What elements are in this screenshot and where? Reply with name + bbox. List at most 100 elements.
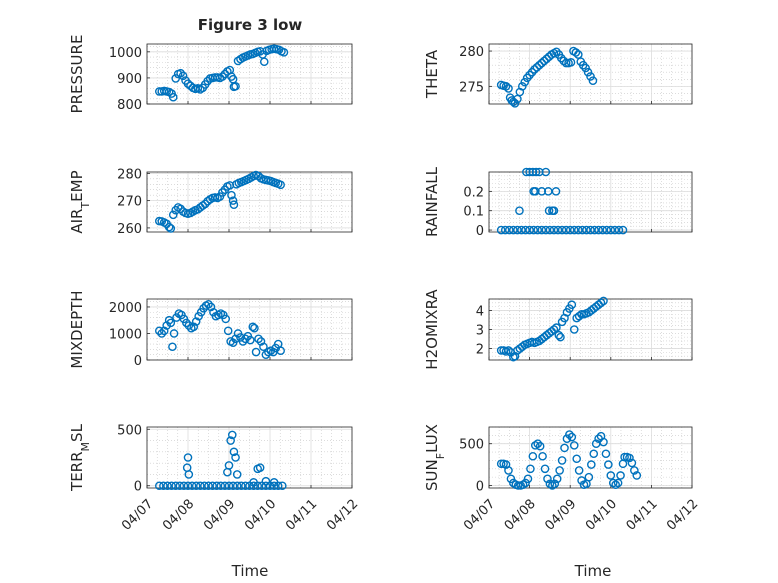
data-point: [545, 225, 555, 235]
data-point: [157, 329, 167, 338]
data-point: [220, 481, 230, 491]
data-point: [581, 63, 590, 73]
x-tick-label: 04/09: [542, 497, 579, 534]
data-point: [226, 436, 235, 445]
x-axis-label-left: Time: [231, 562, 269, 580]
data-point: [549, 325, 559, 334]
y-tick-label: 1000: [109, 327, 142, 342]
data-point: [216, 481, 226, 491]
series-points: [496, 430, 642, 490]
data-point: [539, 56, 549, 66]
data-point: [184, 321, 194, 330]
data-point: [571, 48, 581, 57]
data-point: [522, 167, 531, 177]
data-point: [521, 478, 530, 488]
data-point: [557, 225, 567, 235]
axes-box: [146, 43, 353, 105]
x-tick-label: 04/11: [283, 497, 320, 534]
data-point: [521, 225, 530, 235]
figure-title: Figure 3 low: [198, 16, 303, 34]
y-tick-label: 280: [459, 45, 484, 60]
data-point: [613, 478, 623, 488]
series-points: [154, 170, 285, 233]
data-point: [221, 314, 231, 324]
y-tick-label: 0: [476, 479, 484, 494]
data-point: [525, 225, 534, 235]
data-point: [168, 342, 177, 352]
y-tick-label: 270: [117, 195, 142, 210]
data-point: [542, 54, 551, 64]
data-point: [510, 98, 520, 108]
data-point: [254, 334, 263, 344]
data-point: [500, 225, 510, 235]
data-point: [504, 84, 513, 93]
data-point: [231, 81, 240, 91]
data-point: [540, 464, 550, 474]
data-point: [529, 225, 538, 235]
data-point: [541, 167, 551, 177]
y-axis-label: SUNFLUX: [423, 424, 447, 491]
data-point: [517, 225, 526, 235]
data-point: [182, 318, 191, 328]
data-point: [256, 337, 266, 346]
data-point: [168, 210, 178, 220]
data-point: [506, 474, 516, 484]
axes-box: [146, 171, 353, 233]
y-tick-label: 280: [117, 167, 142, 182]
data-point: [248, 322, 258, 332]
data-point: [596, 298, 606, 308]
data-point: [533, 439, 543, 449]
series-points: [496, 296, 608, 362]
data-point: [535, 441, 545, 451]
data-point: [246, 335, 255, 345]
data-point: [504, 225, 514, 235]
y-tick-label: 275: [459, 80, 484, 95]
data-point: [554, 330, 564, 340]
data-point: [208, 481, 217, 491]
grid: [488, 171, 693, 232]
series-points: [496, 46, 598, 108]
data-point: [630, 466, 639, 475]
data-point: [204, 300, 213, 309]
data-point: [241, 334, 250, 344]
data-point: [223, 326, 233, 336]
data-point: [228, 196, 238, 205]
data-point: [513, 481, 523, 490]
data-point: [601, 449, 611, 459]
data-point: [259, 342, 268, 352]
data-point: [231, 334, 240, 344]
data-point: [166, 224, 176, 233]
data-point: [543, 474, 552, 484]
y-axis-label: MIXDEPTH: [68, 290, 86, 368]
data-point: [553, 225, 563, 235]
data-point: [525, 167, 534, 177]
data-point: [537, 187, 547, 196]
data-point: [164, 222, 174, 232]
x-axis-label-right: Time: [574, 562, 612, 580]
x-tick-label: 04/08: [502, 497, 539, 534]
data-point: [606, 471, 616, 480]
data-point: [224, 461, 234, 470]
data-point: [582, 225, 591, 235]
data-point: [574, 225, 583, 235]
y-tick-label: 0: [134, 480, 142, 495]
y-tick-label: 260: [117, 222, 142, 237]
data-point: [541, 225, 551, 235]
data-point: [269, 478, 279, 487]
y-axis-label: PRESSURE: [68, 35, 86, 114]
data-point: [567, 432, 577, 442]
data-point: [520, 77, 530, 87]
data-point: [169, 329, 179, 338]
data-point: [183, 453, 193, 462]
y-tick-label: 500: [459, 438, 484, 453]
data-point: [589, 449, 599, 459]
data-point: [616, 471, 625, 480]
y-tick-label: 2: [476, 343, 484, 358]
data-point: [204, 481, 213, 491]
y-tick-label: 0.2: [463, 185, 484, 200]
data-point: [166, 318, 176, 328]
grid: [146, 427, 353, 488]
subplot-h2omixra: 2 3 4 H2OMIXRA: [423, 289, 693, 370]
data-point: [552, 323, 561, 332]
data-point: [241, 481, 250, 491]
